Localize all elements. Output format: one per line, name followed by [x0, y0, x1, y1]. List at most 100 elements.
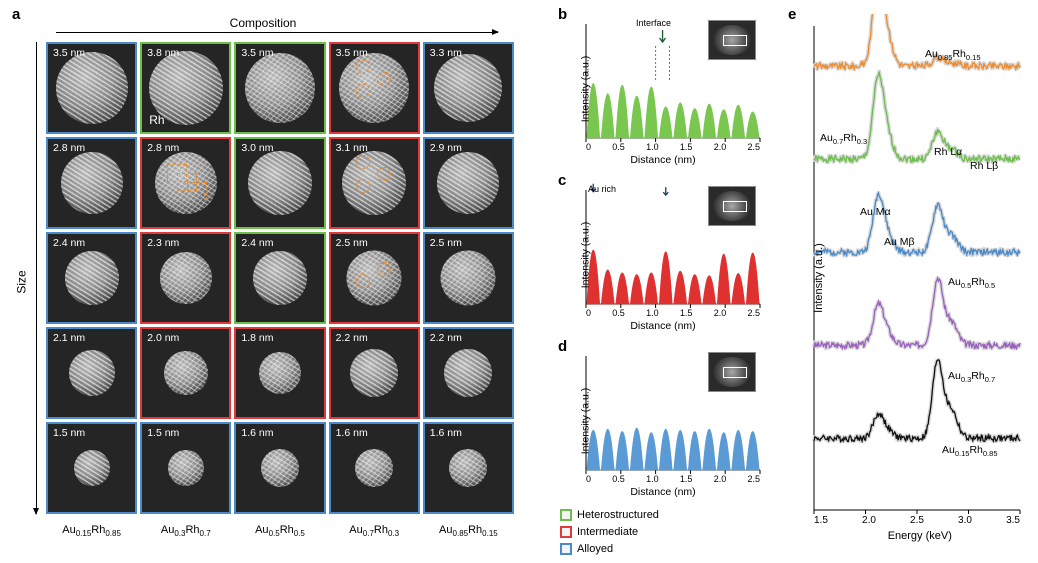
nanoparticle	[261, 449, 299, 487]
nanoparticle	[245, 53, 315, 123]
cell-size-label: 1.6 nm	[430, 427, 462, 439]
nanoparticle	[437, 152, 499, 214]
grid-cell: 2.5 nm	[423, 232, 514, 324]
xtick: 3.5	[1006, 515, 1020, 526]
cell-size-label: 1.6 nm	[241, 427, 273, 439]
legend-label: Alloyed	[577, 543, 613, 555]
panel-c-inset	[708, 186, 756, 226]
cell-size-label: 2.5 nm	[430, 237, 462, 249]
panel-a: Composition Size 3.5 nm3.8 nmRh3.5 nm3.5…	[8, 8, 518, 556]
nanoparticle	[342, 151, 406, 215]
nanoparticle	[253, 251, 307, 305]
grid-cell: 1.6 nm	[329, 422, 420, 514]
highlight-circle	[356, 84, 370, 98]
highlight-circle	[356, 274, 370, 288]
grid-cell: 2.9 nm	[423, 137, 514, 229]
aurich-label: Au rich	[588, 184, 616, 194]
grid-cell: 2.8 nm	[140, 137, 231, 229]
xtick: 1.0	[646, 474, 659, 484]
highlight-circle	[356, 60, 370, 74]
panel-c-xlabel: Distance (nm)	[630, 320, 695, 332]
panel-d-xlabel: Distance (nm)	[630, 486, 695, 498]
grid-cell: 2.5 nm	[329, 232, 420, 324]
cell-size-label: 3.8 nm	[147, 47, 179, 59]
xtick: 0	[586, 142, 591, 152]
spectrum-label: Rh Lβ	[970, 160, 998, 172]
grid-cell: 3.5 nm	[234, 42, 325, 134]
nanoparticle	[164, 351, 208, 395]
panel-e-xticks: 1.52.02.53.03.5	[814, 515, 1020, 526]
grid-cell: 2.2 nm	[423, 327, 514, 419]
nanoparticle	[434, 54, 502, 122]
nanoparticle	[61, 152, 123, 214]
xtick: 0	[586, 474, 591, 484]
column-label: Au0.3Rh0.7	[140, 524, 231, 538]
legend-label: Intermediate	[577, 526, 638, 538]
spectrum-label: Au0.85Rh0.15	[925, 48, 981, 62]
xtick: 2.5	[747, 142, 760, 152]
grid-cell: 2.4 nm	[234, 232, 325, 324]
cell-size-label: 2.5 nm	[336, 237, 368, 249]
column-label: Au0.5Rh0.5	[234, 524, 325, 538]
panel-d-xticks: 00.51.01.52.02.5	[586, 474, 760, 484]
xtick: 0.5	[612, 308, 625, 318]
nanoparticle	[441, 251, 496, 306]
xtick: 1.0	[646, 308, 659, 318]
cell-size-label: 2.3 nm	[147, 237, 179, 249]
grid-cell: 3.0 nm	[234, 137, 325, 229]
xtick: 1.5	[680, 474, 693, 484]
grid-cell: 1.5 nm	[46, 422, 137, 514]
axis-size: Size	[15, 270, 29, 293]
grid-cell: 3.5 nm	[46, 42, 137, 134]
legend-row: Intermediate	[560, 523, 659, 540]
cell-size-label: 2.4 nm	[241, 237, 273, 249]
spectrum-label: Au0.7Rh0.3	[820, 132, 867, 146]
cell-size-label: 2.8 nm	[147, 142, 179, 154]
panel-c-xticks: 00.51.01.52.02.5	[586, 308, 760, 318]
cell-size-label: 3.0 nm	[241, 142, 273, 154]
cell-size-label: 1.5 nm	[53, 427, 85, 439]
panel-b-xlabel: Distance (nm)	[630, 154, 695, 166]
cell-size-label: 3.1 nm	[336, 142, 368, 154]
panel-e-ylabel: Intensity (a.u.)	[813, 243, 825, 313]
cell-size-label: 2.4 nm	[53, 237, 85, 249]
grid-cell: 2.1 nm	[46, 327, 137, 419]
axis-composition: Composition	[230, 16, 297, 30]
nanoparticle	[248, 151, 312, 215]
grid-cell: 3.5 nm	[329, 42, 420, 134]
legend-swatch	[560, 526, 572, 538]
grid-cell: 1.6 nm	[234, 422, 325, 514]
panel-d-ylabel: Intensity (a.u.)	[579, 388, 591, 455]
nanoparticle	[56, 52, 128, 124]
spectrum-label: Rh Lα	[934, 146, 962, 158]
xtick: 0.5	[612, 474, 625, 484]
legend-row: Heterostructured	[560, 506, 659, 523]
spectrum-label: Au0.3Rh0.7	[948, 370, 995, 384]
xtick: 2.0	[862, 515, 876, 526]
column-label: Au0.15Rh0.85	[46, 524, 137, 538]
grid-cell: 3.8 nmRh	[140, 42, 231, 134]
grid-cell: 2.2 nm	[329, 327, 420, 419]
panel-b-ylabel: Intensity (a.u.)	[579, 56, 591, 123]
cell-size-label: 2.2 nm	[336, 332, 368, 344]
cell-size-label: 2.9 nm	[430, 142, 462, 154]
grid-cell: 1.8 nm	[234, 327, 325, 419]
xtick: 0	[586, 308, 591, 318]
nanoparticle	[355, 449, 393, 487]
cell-size-label: 2.2 nm	[430, 332, 462, 344]
xtick: 2.0	[714, 308, 727, 318]
grid-cell: 2.8 nm	[46, 137, 137, 229]
grid-cell: 1.5 nm	[140, 422, 231, 514]
panel-c-ylabel: Intensity (a.u.)	[579, 222, 591, 289]
cell-size-label: 1.6 nm	[336, 427, 368, 439]
nanoparticle	[69, 350, 115, 396]
spectrum-label: Au0.15Rh0.85	[942, 444, 998, 458]
nanoparticle	[449, 449, 487, 487]
panel-e-xlabel: Energy (keV)	[888, 530, 952, 542]
panel-e: Intensity (a.u.) 1.52.02.53.03.5 Energy …	[790, 14, 1026, 542]
spectrum-label: Au Mα	[860, 206, 891, 218]
cell-size-label: 2.1 nm	[53, 332, 85, 344]
highlight-circle	[377, 262, 391, 276]
arrow-composition	[56, 32, 498, 33]
grid-cell: 3.1 nm	[329, 137, 420, 229]
